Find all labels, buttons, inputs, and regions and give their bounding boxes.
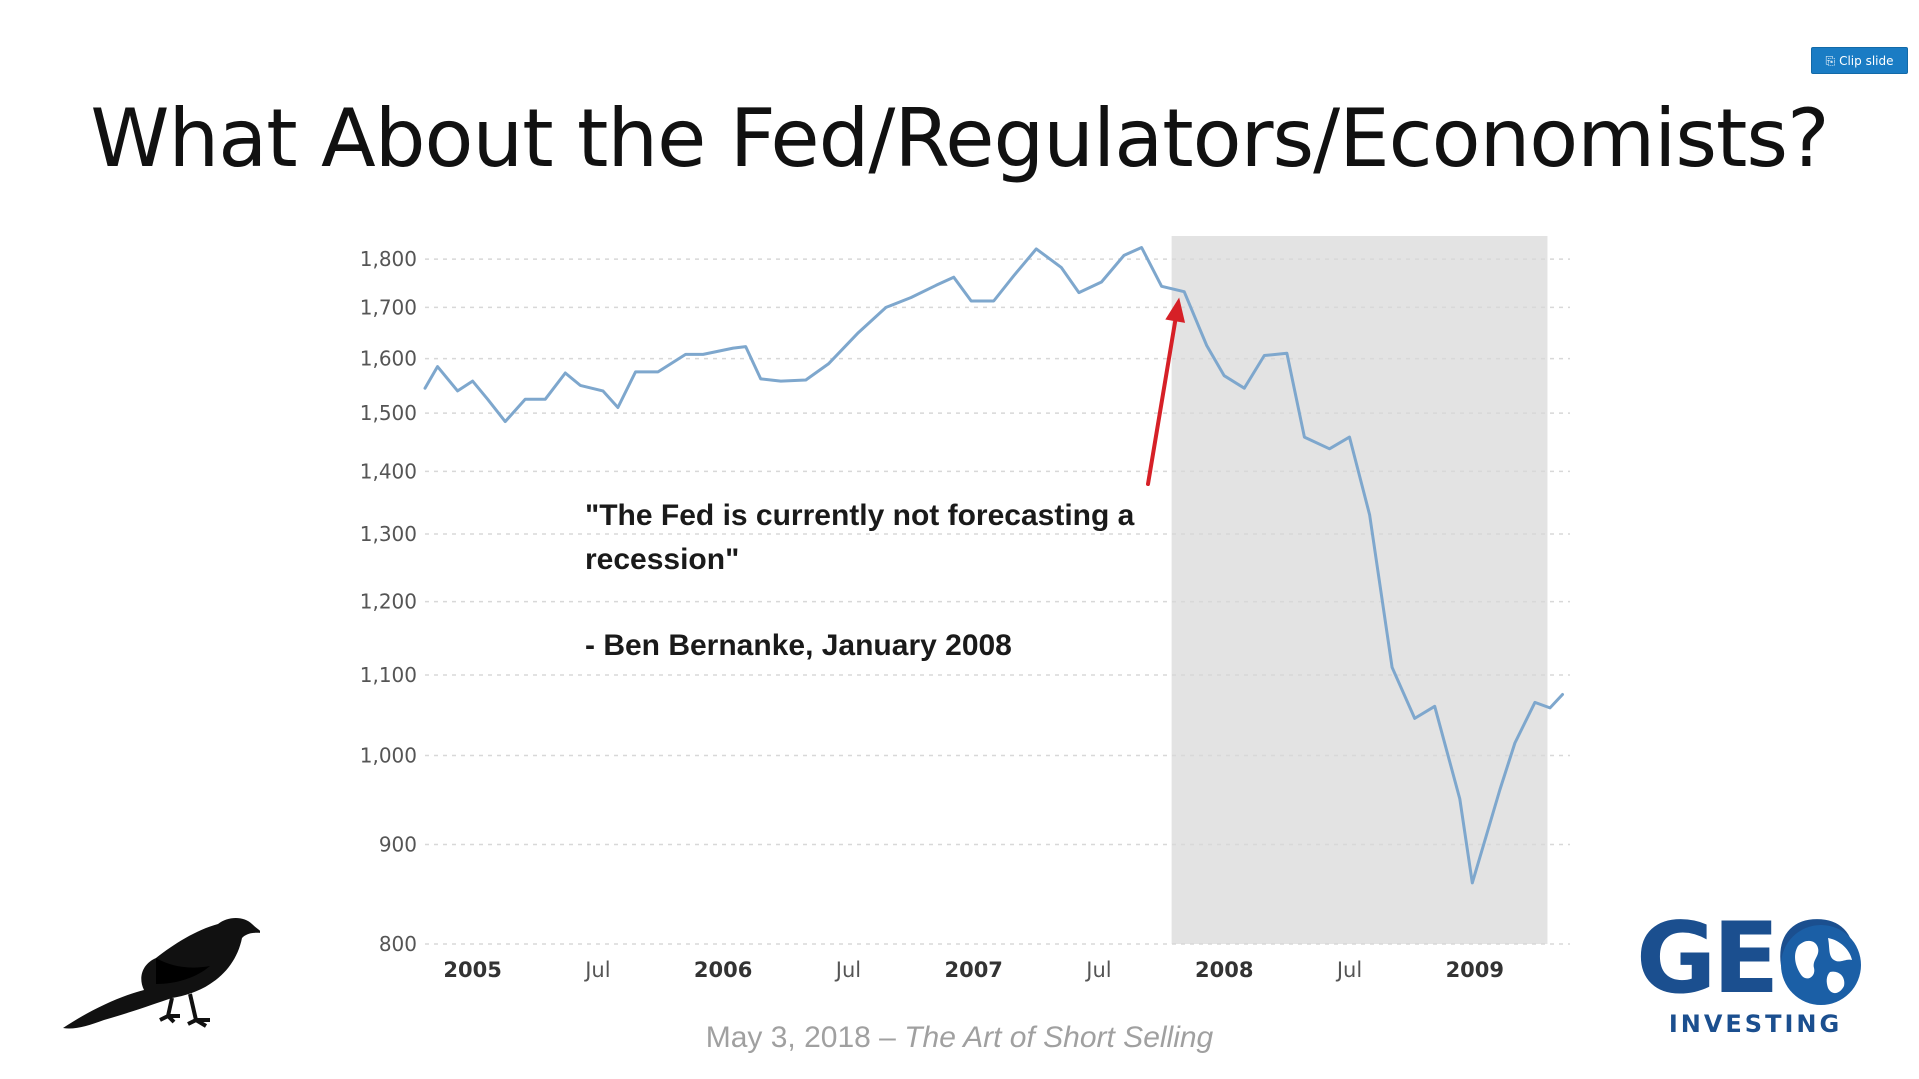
raven-icon xyxy=(60,900,260,1040)
y-tick-label: 1,400 xyxy=(360,459,417,483)
logo-subtitle: INVESTING xyxy=(1648,1010,1863,1038)
y-tick-label: 1,600 xyxy=(360,347,417,371)
x-tick-label: Jul xyxy=(1084,958,1111,982)
y-tick-label: 1,500 xyxy=(360,401,417,425)
y-tick-label: 1,300 xyxy=(360,522,417,546)
y-tick-label: 1,200 xyxy=(360,590,417,614)
y-tick-label: 1,800 xyxy=(360,247,417,271)
stock-index-chart: 800 900 1,000 1,100 1,200 1,300 1,400 1,500 1,60… xyxy=(0,0,1919,1079)
slide-footer: May 3, 2018 – The Art of Short Selling xyxy=(0,1021,1919,1055)
x-tick-label: Jul xyxy=(834,958,861,982)
quote-attribution: - Ben Bernanke, January 2008 xyxy=(585,629,1012,662)
y-tick-label: 800 xyxy=(379,932,417,956)
y-tick-label: 1,100 xyxy=(360,663,417,687)
x-tick-label: 2009 xyxy=(1446,958,1504,982)
footer-separator: – xyxy=(871,1021,904,1054)
x-tick-label: 2006 xyxy=(694,958,752,982)
y-tick-label: 1,700 xyxy=(360,295,417,319)
x-tick-label: 2008 xyxy=(1195,958,1253,982)
y-tick-label: 1,000 xyxy=(360,744,417,768)
quote-line-2: recession" xyxy=(585,543,739,576)
globe-icon xyxy=(1780,924,1862,1006)
quote-line-1: "The Fed is currently not forecasting a xyxy=(585,499,1135,532)
x-tick-label: 2005 xyxy=(443,958,501,982)
x-tick-label: Jul xyxy=(1335,958,1362,982)
footer-event: The Art of Short Selling xyxy=(904,1021,1213,1054)
y-tick-label: 900 xyxy=(379,833,417,857)
recession-shading xyxy=(1172,236,1548,944)
x-tick-label: Jul xyxy=(583,958,610,982)
annotation-arrow-shaft xyxy=(1148,321,1175,484)
footer-date: May 3, 2018 xyxy=(706,1021,871,1054)
geo-investing-logo: GEO INVESTING xyxy=(1636,922,1866,1037)
x-tick-label: 2007 xyxy=(944,958,1002,982)
